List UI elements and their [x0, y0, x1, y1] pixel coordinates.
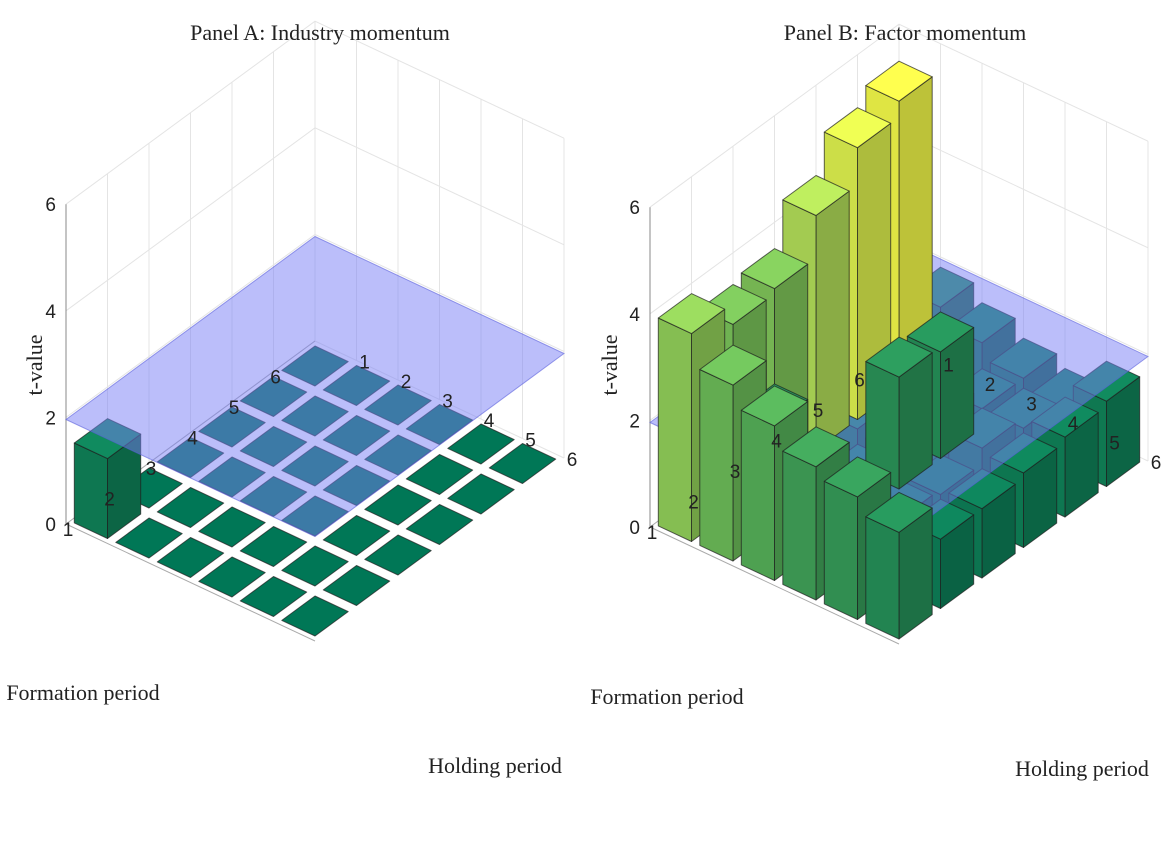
bar	[198, 506, 266, 548]
bar	[865, 491, 933, 640]
x-tick-label: 3	[1026, 395, 1037, 416]
z-axis-label: t-value	[22, 334, 47, 395]
z-tick-label: 4	[45, 302, 56, 323]
panel-title: Panel A: Industry momentum	[190, 20, 450, 45]
x-axis-line	[649, 526, 900, 645]
z-tick-label: 2	[629, 411, 640, 432]
bar	[405, 454, 474, 495]
y-tick-label: 6	[854, 371, 865, 392]
y-tick-label: 5	[813, 401, 824, 422]
z-tick-label: 0	[45, 515, 56, 536]
y-axis-label: Formation period	[590, 684, 743, 709]
y-tick-label: 2	[104, 490, 115, 511]
bar	[447, 473, 515, 515]
y-tick-label: 4	[771, 432, 782, 453]
panel-title: Panel B: Factor momentum	[784, 20, 1027, 45]
y-tick-label: 2	[688, 493, 699, 514]
z-tick-label: 2	[45, 408, 56, 429]
y-tick-label: 4	[187, 429, 198, 450]
bar	[281, 545, 349, 587]
bar	[488, 443, 557, 484]
z-tick-label: 6	[45, 195, 56, 216]
bar	[447, 423, 515, 465]
bar	[865, 336, 933, 490]
y-tick-label: 1	[63, 520, 74, 541]
bar	[198, 556, 266, 598]
x-tick-label: 3	[442, 392, 453, 413]
bar	[322, 565, 391, 606]
x-tick-label: 1	[359, 353, 370, 374]
x-axis-line	[65, 523, 316, 642]
x-tick-label: 4	[1068, 414, 1079, 435]
bar	[239, 576, 308, 617]
x-tick-label: 2	[401, 372, 412, 393]
x-tick-label: 5	[1109, 434, 1120, 455]
y-tick-label: 1	[647, 523, 658, 544]
bar	[364, 484, 432, 526]
x-axis-label: Holding period	[428, 753, 562, 778]
bar	[156, 537, 225, 578]
x-tick-label: 5	[525, 431, 536, 452]
z-axis-label: t-value	[597, 334, 622, 395]
bar	[115, 517, 183, 559]
bars-above-plane	[657, 60, 975, 640]
z-tick-label: 0	[629, 518, 640, 539]
bar	[239, 526, 308, 567]
bar	[405, 504, 474, 545]
bar	[322, 515, 391, 556]
y-tick-label: 3	[730, 462, 741, 483]
x-tick-label: 4	[484, 411, 495, 432]
y-axis-label: Formation period	[6, 680, 159, 705]
y-tick-label: 6	[270, 368, 281, 389]
y-tick-label: 5	[229, 398, 240, 419]
panel-factor-momentum: Panel B: Factor momentum t-value Formation…	[590, 20, 1161, 781]
z-tick-label: 4	[629, 305, 640, 326]
bar	[156, 487, 225, 528]
x-tick-label: 6	[1151, 453, 1162, 474]
z-tick-label: 6	[629, 198, 640, 219]
x-axis-label: Holding period	[1015, 756, 1149, 781]
y-tick-label: 3	[146, 459, 157, 480]
bar	[281, 595, 349, 637]
significance-plane	[65, 235, 565, 538]
x-tick-label: 6	[567, 450, 578, 471]
bar	[364, 534, 432, 576]
x-tick-label: 2	[985, 375, 996, 396]
x-tick-label: 1	[943, 356, 954, 377]
panel-industry-momentum: Panel A: Industry momentum t-value Formati…	[6, 20, 577, 778]
